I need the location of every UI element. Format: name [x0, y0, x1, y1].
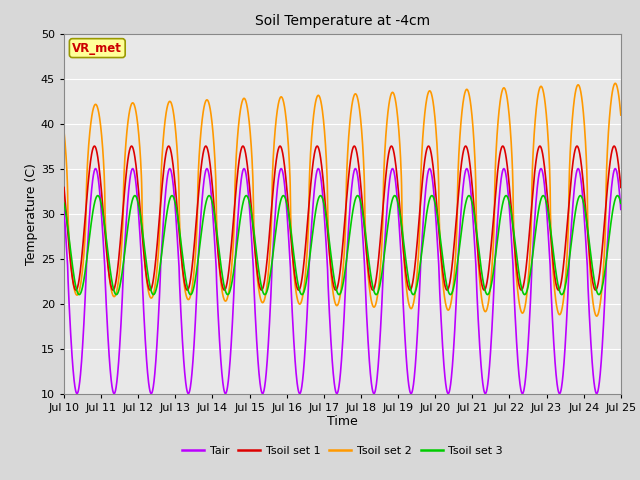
Text: VR_met: VR_met [72, 42, 122, 55]
Y-axis label: Temperature (C): Temperature (C) [25, 163, 38, 264]
Title: Soil Temperature at -4cm: Soil Temperature at -4cm [255, 14, 430, 28]
Legend: Tair, Tsoil set 1, Tsoil set 2, Tsoil set 3: Tair, Tsoil set 1, Tsoil set 2, Tsoil se… [177, 441, 508, 460]
X-axis label: Time: Time [327, 415, 358, 429]
